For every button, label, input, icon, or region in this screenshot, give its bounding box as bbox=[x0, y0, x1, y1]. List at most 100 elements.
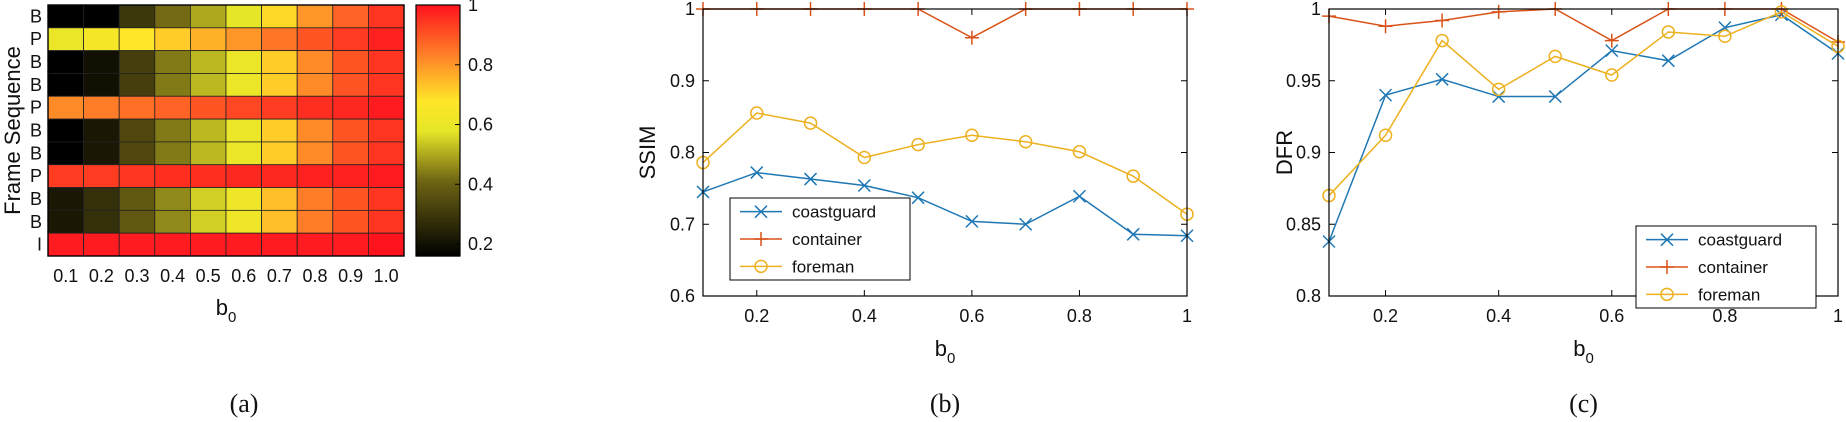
colorbar-gradient-step bbox=[416, 145, 460, 148]
heatmap-cell bbox=[296, 164, 334, 188]
colorbar-gradient-step bbox=[416, 174, 460, 178]
data-point-coastguard bbox=[857, 178, 871, 193]
heatmap-cell bbox=[367, 209, 405, 234]
colorbar-gradient-step bbox=[416, 226, 460, 230]
heatmap-cell bbox=[296, 50, 334, 74]
colorbar-gradient-step bbox=[416, 176, 460, 180]
heatmap-cell bbox=[154, 141, 191, 166]
colorbar-gradient-step bbox=[416, 65, 460, 69]
colorbar-gradient-step bbox=[416, 36, 460, 40]
colorbar-gradient-step bbox=[416, 193, 460, 196]
heatmap-frame bbox=[47, 4, 405, 257]
colorbar-gradient-step bbox=[416, 157, 460, 161]
heatmap-cell bbox=[154, 27, 191, 52]
series-line-coastguard bbox=[702, 171, 1188, 237]
legend: coastguard container foreman bbox=[729, 197, 911, 281]
colorbar-gradient-step bbox=[416, 42, 460, 46]
heatmap-cell bbox=[261, 187, 298, 211]
heatmap-y-tick-label: B bbox=[30, 121, 42, 141]
colorbar-gradient-step bbox=[416, 186, 460, 190]
heatmap-cell bbox=[296, 187, 334, 211]
colorbar-gradient-step bbox=[416, 15, 460, 19]
heatmap-cell bbox=[296, 4, 334, 29]
colorbar-gradient-step bbox=[416, 172, 460, 176]
colorbar-gradient-step bbox=[416, 134, 460, 138]
colorbar-gradient-step bbox=[416, 107, 460, 111]
colorbar-gradient-step bbox=[416, 130, 460, 134]
data-point-coastguard bbox=[911, 191, 925, 205]
heatmap-cell bbox=[261, 27, 298, 52]
colorbar-gradient-step bbox=[416, 61, 460, 65]
heatmap-cell bbox=[367, 73, 405, 97]
colorbar-gradient-step bbox=[416, 149, 460, 153]
colorbar-gradient-step bbox=[416, 251, 460, 255]
colorbar-gradient-step bbox=[416, 140, 460, 144]
legend-label-foreman: foreman bbox=[792, 257, 854, 276]
heatmap-cell bbox=[225, 50, 262, 74]
colorbar-gradient-step bbox=[416, 239, 460, 242]
heatmap-cell bbox=[47, 118, 84, 143]
x-axis-label: b0 bbox=[1573, 336, 1594, 367]
heatmap-cell bbox=[118, 4, 156, 29]
heatmap-cell bbox=[296, 209, 334, 234]
colorbar-gradient-step bbox=[416, 21, 460, 25]
heatmap-cell bbox=[332, 50, 369, 74]
colorbar-gradient-step bbox=[416, 136, 460, 140]
colorbar-gradient-step bbox=[416, 67, 460, 71]
colorbar-gradient-step bbox=[416, 218, 460, 222]
colorbar-gradient-step bbox=[416, 230, 460, 234]
heatmap-cell bbox=[189, 141, 227, 166]
colorbar-tick-label: 0.4 bbox=[468, 174, 493, 194]
heatmap-cell bbox=[189, 187, 227, 211]
heatmap-cell bbox=[83, 187, 120, 211]
heatmap-cell bbox=[261, 73, 298, 97]
data-point-foreman bbox=[1605, 68, 1619, 82]
heatmap-cell bbox=[189, 118, 227, 143]
colorbar-gradient-step bbox=[416, 69, 460, 73]
ssim-panel: 0.2 0.4 0.6 0.8 1 0.6 0.7 0.8 0.9 1 coastguard cont… bbox=[635, 0, 1194, 418]
colorbar-gradient-step bbox=[416, 205, 460, 209]
heatmap-cell bbox=[296, 73, 334, 97]
colorbar-gradient-step bbox=[416, 220, 460, 224]
heatmap-cell bbox=[225, 187, 262, 211]
heatmap-cell bbox=[154, 187, 191, 211]
data-point-foreman bbox=[803, 116, 818, 130]
colorbar-gradient-step bbox=[416, 5, 460, 8]
x-tick-label: 0.6 bbox=[1599, 306, 1624, 326]
colorbar-gradient-step bbox=[416, 113, 460, 117]
x-tick-label: 0.4 bbox=[1486, 306, 1511, 326]
colorbar-gradient-step bbox=[416, 57, 460, 60]
heatmap-cell bbox=[47, 141, 84, 166]
heatmap-cell bbox=[118, 95, 156, 120]
colorbar-gradient-step bbox=[416, 44, 460, 48]
heatmap-cell bbox=[189, 95, 227, 120]
y-tick-label: 0.95 bbox=[1286, 71, 1321, 91]
colorbar-gradient-step bbox=[416, 212, 460, 215]
colorbar-gradient-step bbox=[416, 32, 460, 35]
heatmap-cell bbox=[83, 73, 120, 97]
heatmap-cell bbox=[332, 232, 369, 257]
heatmap-cell bbox=[118, 50, 156, 74]
heatmap-cell bbox=[296, 95, 334, 120]
axes-frame bbox=[702, 8, 1188, 297]
heatmap-x-tick-label: 0.9 bbox=[338, 266, 363, 286]
heatmap-cell bbox=[367, 27, 405, 52]
x-axis-label-subscript: 0 bbox=[947, 350, 955, 367]
colorbar-gradient-step bbox=[416, 122, 460, 125]
colorbar-gradient-step bbox=[416, 170, 460, 173]
heatmap-cell bbox=[154, 73, 191, 97]
data-point-container bbox=[1604, 33, 1619, 48]
heatmap-cell bbox=[83, 95, 120, 120]
x-tick-label: 1 bbox=[1833, 306, 1843, 326]
data-point-container bbox=[1491, 4, 1506, 19]
data-point-foreman bbox=[1072, 145, 1087, 159]
colorbar-gradient-step bbox=[416, 59, 460, 63]
colorbar-gradient-step bbox=[416, 97, 460, 100]
colorbar-gradient-step bbox=[416, 34, 460, 37]
dfr-panel: 0.2 0.4 0.6 0.8 10.80.850.90.951coastguardco… bbox=[1272, 0, 1845, 418]
y-tick-label: 0.7 bbox=[670, 214, 695, 234]
colorbar-gradient-step bbox=[416, 117, 460, 121]
heatmap-x-tick-label: 1.0 bbox=[374, 266, 399, 286]
heatmap-cell bbox=[225, 73, 262, 97]
